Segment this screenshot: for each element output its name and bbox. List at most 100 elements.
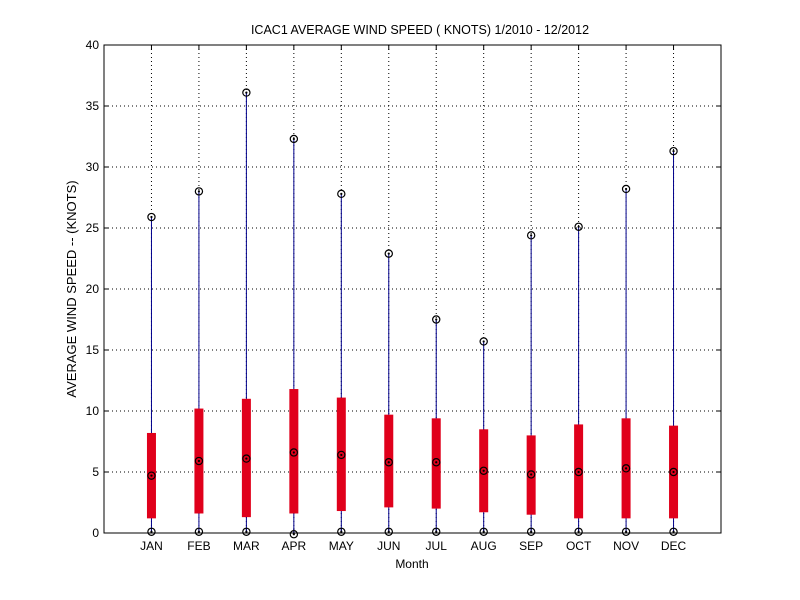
max-marker-dot bbox=[387, 252, 390, 255]
min-marker-dot bbox=[150, 530, 153, 533]
median-marker-dot bbox=[150, 474, 153, 477]
min-marker bbox=[479, 527, 488, 536]
median-marker bbox=[479, 466, 488, 475]
median-marker-dot bbox=[197, 459, 201, 463]
chart-title: ICAC1 AVERAGE WIND SPEED ( KNOTS) 1/2010… bbox=[251, 23, 589, 37]
max-marker-dot bbox=[150, 215, 153, 219]
median-marker-dot bbox=[672, 470, 675, 474]
min-marker-dot bbox=[387, 530, 390, 533]
min-marker-dot bbox=[197, 530, 201, 533]
y-tick-label: 0 bbox=[92, 526, 99, 540]
min-marker bbox=[432, 527, 441, 536]
max-marker-dot bbox=[482, 340, 485, 343]
x-tick-label: MAY bbox=[329, 539, 354, 553]
median-marker bbox=[194, 456, 204, 466]
x-tick-label: JUL bbox=[426, 539, 448, 553]
max-marker-dot bbox=[577, 225, 580, 228]
median-marker-dot bbox=[340, 453, 343, 457]
max-marker-dot bbox=[245, 91, 248, 94]
max-marker-dot bbox=[624, 187, 628, 191]
median-marker-dot bbox=[624, 467, 628, 470]
x-tick-label: JAN bbox=[140, 539, 163, 553]
median-marker-dot bbox=[245, 457, 248, 460]
median-marker bbox=[432, 458, 441, 467]
x-tick-label: APR bbox=[282, 539, 307, 553]
max-marker bbox=[289, 134, 299, 144]
median-marker bbox=[337, 450, 346, 460]
median-marker bbox=[669, 467, 678, 477]
y-axis-ticks: 0 5 10 15 20 25 30 35 40 bbox=[86, 38, 721, 540]
y-tick-label: 20 bbox=[86, 282, 100, 296]
max-marker bbox=[669, 146, 678, 156]
x-axis-ticks: JAN FEB MAR APR MAY JUN JUL AUG SEP OCT NOV DEC bbox=[140, 45, 687, 553]
y-tick-label: 10 bbox=[86, 404, 100, 418]
median-marker-dot bbox=[530, 473, 533, 476]
min-marker-dot bbox=[624, 530, 628, 533]
median-marker bbox=[384, 458, 393, 467]
max-marker bbox=[194, 187, 204, 196]
x-tick-label: OCT bbox=[566, 539, 592, 553]
median-marker-dot bbox=[292, 451, 295, 454]
x-tick-label: JUN bbox=[377, 539, 400, 553]
x-tick-label: AUG bbox=[471, 539, 497, 553]
median-marker bbox=[621, 464, 631, 473]
median-marker-dot bbox=[482, 469, 485, 472]
min-marker bbox=[337, 527, 346, 536]
median-marker bbox=[526, 470, 536, 479]
max-marker-dot bbox=[530, 234, 533, 237]
median-marker bbox=[574, 467, 583, 477]
median-marker-dot bbox=[577, 470, 580, 474]
min-marker bbox=[147, 527, 156, 536]
min-marker bbox=[194, 527, 204, 536]
max-marker bbox=[337, 189, 346, 199]
max-marker-dot bbox=[435, 318, 438, 321]
y-tick-label: 15 bbox=[86, 343, 100, 357]
box-series bbox=[146, 88, 679, 539]
max-marker-dot bbox=[292, 137, 295, 141]
y-axis-label: AVERAGE WIND SPEED -- (KNOTS) bbox=[64, 180, 79, 397]
min-marker bbox=[621, 527, 631, 536]
max-marker bbox=[432, 315, 441, 324]
max-marker bbox=[479, 337, 488, 346]
min-marker bbox=[574, 527, 583, 536]
max-marker bbox=[526, 231, 536, 240]
iqr-box bbox=[384, 414, 394, 508]
min-marker-dot bbox=[530, 530, 533, 533]
y-tick-label: 40 bbox=[86, 38, 100, 52]
median-marker bbox=[242, 454, 251, 463]
x-axis-label: Month bbox=[395, 557, 428, 571]
max-marker-dot bbox=[340, 192, 343, 195]
y-tick-label: 25 bbox=[86, 221, 100, 235]
iqr-box bbox=[289, 389, 299, 514]
max-marker-dot bbox=[672, 150, 675, 153]
min-marker bbox=[289, 530, 299, 539]
y-tick-label: 5 bbox=[92, 465, 99, 479]
max-marker bbox=[574, 222, 583, 231]
median-marker bbox=[289, 448, 299, 457]
min-marker bbox=[242, 527, 251, 536]
y-tick-label: 30 bbox=[86, 160, 100, 174]
min-marker-dot bbox=[340, 530, 343, 533]
x-tick-label: FEB bbox=[187, 539, 210, 553]
y-tick-label: 35 bbox=[86, 99, 100, 113]
min-marker bbox=[669, 527, 678, 536]
max-marker-dot bbox=[197, 190, 201, 193]
plot-frame bbox=[103, 44, 722, 534]
min-marker-dot bbox=[245, 530, 248, 533]
median-marker-dot bbox=[435, 461, 438, 464]
min-marker-dot bbox=[292, 533, 295, 536]
max-marker bbox=[147, 212, 156, 222]
iqr-box bbox=[431, 418, 441, 509]
max-marker bbox=[384, 249, 393, 258]
median-marker bbox=[147, 471, 156, 480]
min-marker-dot bbox=[435, 530, 438, 533]
min-marker-dot bbox=[482, 530, 485, 533]
x-tick-label: SEP bbox=[519, 539, 543, 553]
x-tick-label: DEC bbox=[661, 539, 687, 553]
min-marker-dot bbox=[577, 530, 580, 533]
max-marker bbox=[621, 184, 631, 194]
min-marker bbox=[526, 527, 536, 536]
min-marker-dot bbox=[672, 530, 675, 533]
x-tick-label: MAR bbox=[233, 539, 260, 553]
